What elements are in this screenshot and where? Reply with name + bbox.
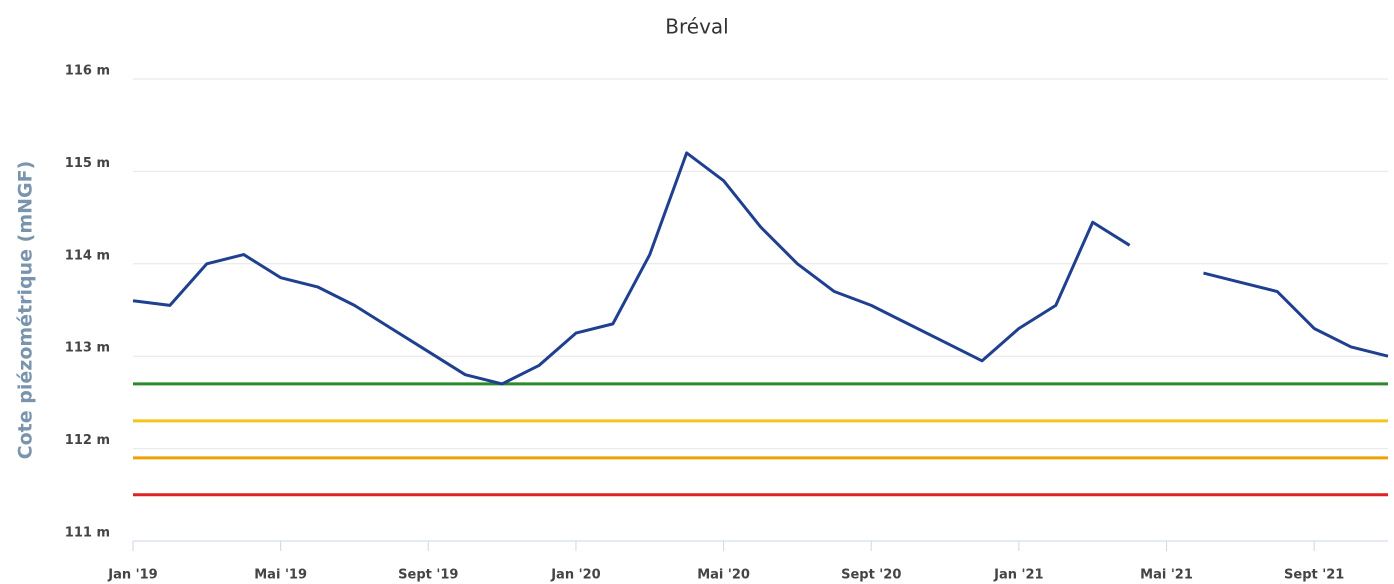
x-tick-label: Jan '21	[993, 568, 1043, 583]
y-tick-label: 111 m	[65, 526, 110, 541]
y-tick-label: 114 m	[65, 248, 110, 263]
y-tick-label: 112 m	[65, 433, 110, 448]
x-tick-label: Jan '20	[550, 568, 600, 583]
y-axis-label: Cote piézométrique (mNGF)	[15, 161, 37, 460]
data-line	[132, 151, 1131, 386]
x-tick-label: Jan '19	[107, 568, 157, 583]
x-tick-label: Sept '20	[841, 568, 901, 583]
x-tick-label: Sept '21	[1284, 568, 1344, 583]
data-line	[1203, 271, 1389, 358]
x-tick-label: Mai '21	[1140, 568, 1193, 583]
y-tick-label: 115 m	[65, 156, 110, 171]
x-tick-label: Sept '19	[398, 568, 458, 583]
x-tick-label: Mai '19	[254, 568, 307, 583]
x-tick-label: Mai '20	[697, 568, 750, 583]
y-tick-label: 113 m	[65, 341, 110, 356]
y-tick-label: 116 m	[65, 64, 110, 79]
chart-title: Bréval	[665, 15, 728, 39]
